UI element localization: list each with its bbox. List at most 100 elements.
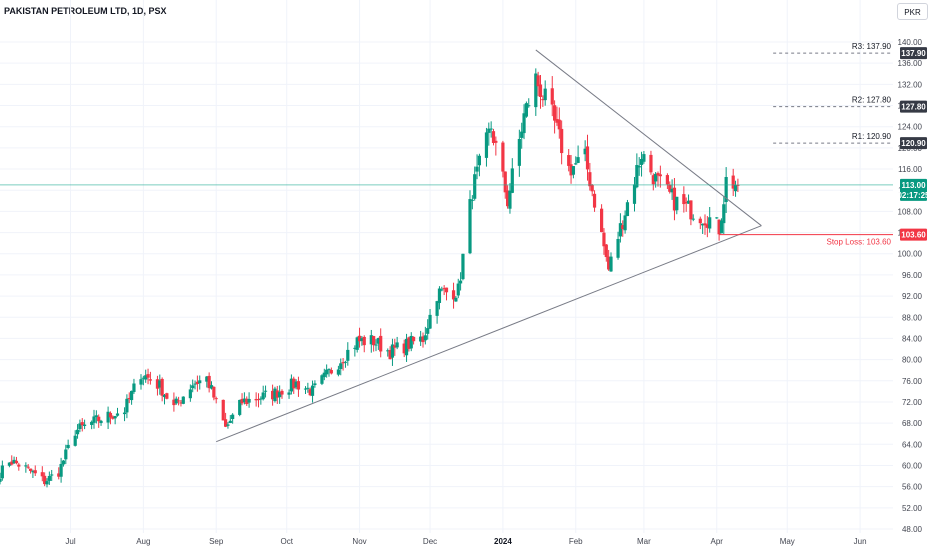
candle-body [451,290,456,300]
y-tick-label: 92.00 [902,292,923,301]
candle-body [527,105,531,107]
candle-body [618,223,622,237]
candle-body [292,378,296,389]
candle-body [73,435,77,446]
candle-body [651,175,655,185]
candle-body [717,219,721,235]
candle-body [247,398,251,403]
candle-body [139,379,143,385]
candle-body [47,475,51,481]
candle-body [550,88,554,105]
candle-body [588,172,592,187]
x-tick-label: Mar [637,537,651,546]
candle-body [50,474,54,476]
x-tick-label: Aug [136,537,150,546]
lower-trendline[interactable] [216,225,762,443]
candle-body [459,280,463,284]
candle-body [607,256,611,270]
candle-body [372,336,376,346]
candle-body [654,173,658,182]
candle-body [419,336,423,342]
candle-body [517,138,521,166]
current-price-text: 113.00 [901,181,926,190]
candle-body [689,200,693,220]
candle-body [454,297,458,302]
candle-body [503,171,507,193]
candle-body [99,420,103,424]
candle-body [78,423,82,429]
x-tick-label: Feb [569,537,583,546]
x-tick-label: May [780,537,795,546]
candle-body [245,398,249,405]
x-tick-label: Jul [65,537,75,546]
level-badge-r3 [900,47,927,60]
candle-body [226,424,230,426]
candle-body [275,390,279,398]
candle-body [263,390,268,392]
candle-body [310,385,315,396]
candle-body [421,336,425,343]
stop-loss-badge [900,228,927,241]
candle-body [442,288,446,290]
candle-body [296,381,301,390]
candle-body [484,132,489,158]
candle-body [560,128,564,154]
candle-body [409,335,413,349]
candle-body [510,168,514,193]
upper-trendline[interactable] [535,49,762,227]
level-label-r2: R2: 127.80 [852,96,892,105]
candle-body [355,337,359,350]
candle-body [224,419,228,427]
candle-body [395,342,399,348]
candle-body [57,473,61,477]
x-tick-label: 2024 [494,537,512,546]
candle-body [388,350,392,360]
y-tick-label: 116.00 [898,165,922,174]
candle-body [141,377,145,379]
candle-body [602,232,606,247]
candle-body [26,466,30,468]
candle-body [583,148,587,155]
y-tick-label: 48.00 [902,525,923,534]
level-label-r1: R1: 120.90 [852,132,892,141]
candle-body [90,421,94,425]
candle-body [24,465,28,467]
candle-body [111,416,115,419]
candle-body [259,398,263,400]
candle-body [40,472,44,477]
y-tick-label: 60.00 [902,461,923,470]
candle-body [487,128,491,133]
y-tick-label: 108.00 [898,207,923,216]
candles [0,68,740,488]
x-tick-label: Apr [711,537,724,546]
candle-body [238,399,242,415]
candle-body [59,463,63,477]
candle-body [642,154,646,162]
candle-body [684,202,688,204]
candle-body [571,166,575,175]
candle-body [195,381,199,385]
candle-body [254,398,258,401]
candle-body [43,475,47,485]
candle-body [470,199,474,201]
candle-body [357,335,362,342]
current-price-badge [900,178,927,201]
candle-body [146,374,150,378]
candle-body [174,398,178,404]
candle-body [649,154,653,173]
candle-body [604,244,608,258]
currency-button[interactable]: PKR [897,3,928,20]
candle-body [75,429,80,435]
candle-body [541,99,545,101]
candle-body [7,462,11,466]
candle-body [701,223,705,226]
candle-body [271,390,275,400]
candle-body [207,375,211,389]
y-tick-label: 124.00 [898,123,923,132]
candle-body [320,375,324,384]
candle-body [329,370,333,374]
candle-body [703,223,707,226]
candle-body [108,412,113,418]
